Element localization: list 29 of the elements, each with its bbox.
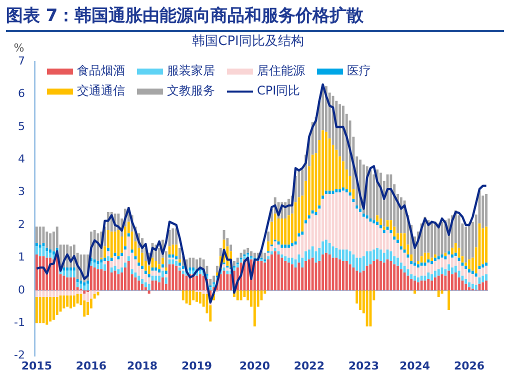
y-tick-label: 0 [18,283,25,296]
x-tick-label: 2022 [294,359,324,372]
chart-title: 图表 7：韩国通胀由能源向商品和服务价格扩散 [6,4,504,32]
x-tick-label: 2015 [21,359,52,372]
y-tick-label: 2 [18,218,25,231]
legend-label: 服装家居 [166,64,215,78]
x-tick-label: 2024 [399,359,430,372]
legend-label: 交通通信 [76,84,125,98]
legend-label: 文教服务 [166,84,215,98]
legend-label: 食品烟酒 [76,64,125,78]
y-tick-label: 3 [18,185,25,198]
x-tick-label: 2020 [239,359,270,372]
x-tick-label: 2018 [126,359,158,372]
x-tick-label: 2023 [348,359,379,372]
y-tick-label: -1 [14,316,25,329]
x-tick-label: 2016 [76,359,107,372]
y-tick-label: 5 [18,120,25,133]
y-tick-label: -2 [14,348,25,362]
y-tick-label: 6 [18,87,25,100]
x-tick-label: 2019 [181,359,212,372]
legend-label: CPI同比 [256,84,300,98]
chart-subtitle: 韩国CPI同比及结构 [192,34,304,50]
y-tick-label: 1 [18,250,25,264]
legend-label: 居住能源 [256,64,305,78]
y-tick-label: 7 [18,54,25,68]
legend-label: 医疗 [346,64,371,78]
x-tick-label: 2026 [454,359,485,372]
y-axis-title: % [14,42,24,55]
y-tick-label: 4 [18,152,25,166]
